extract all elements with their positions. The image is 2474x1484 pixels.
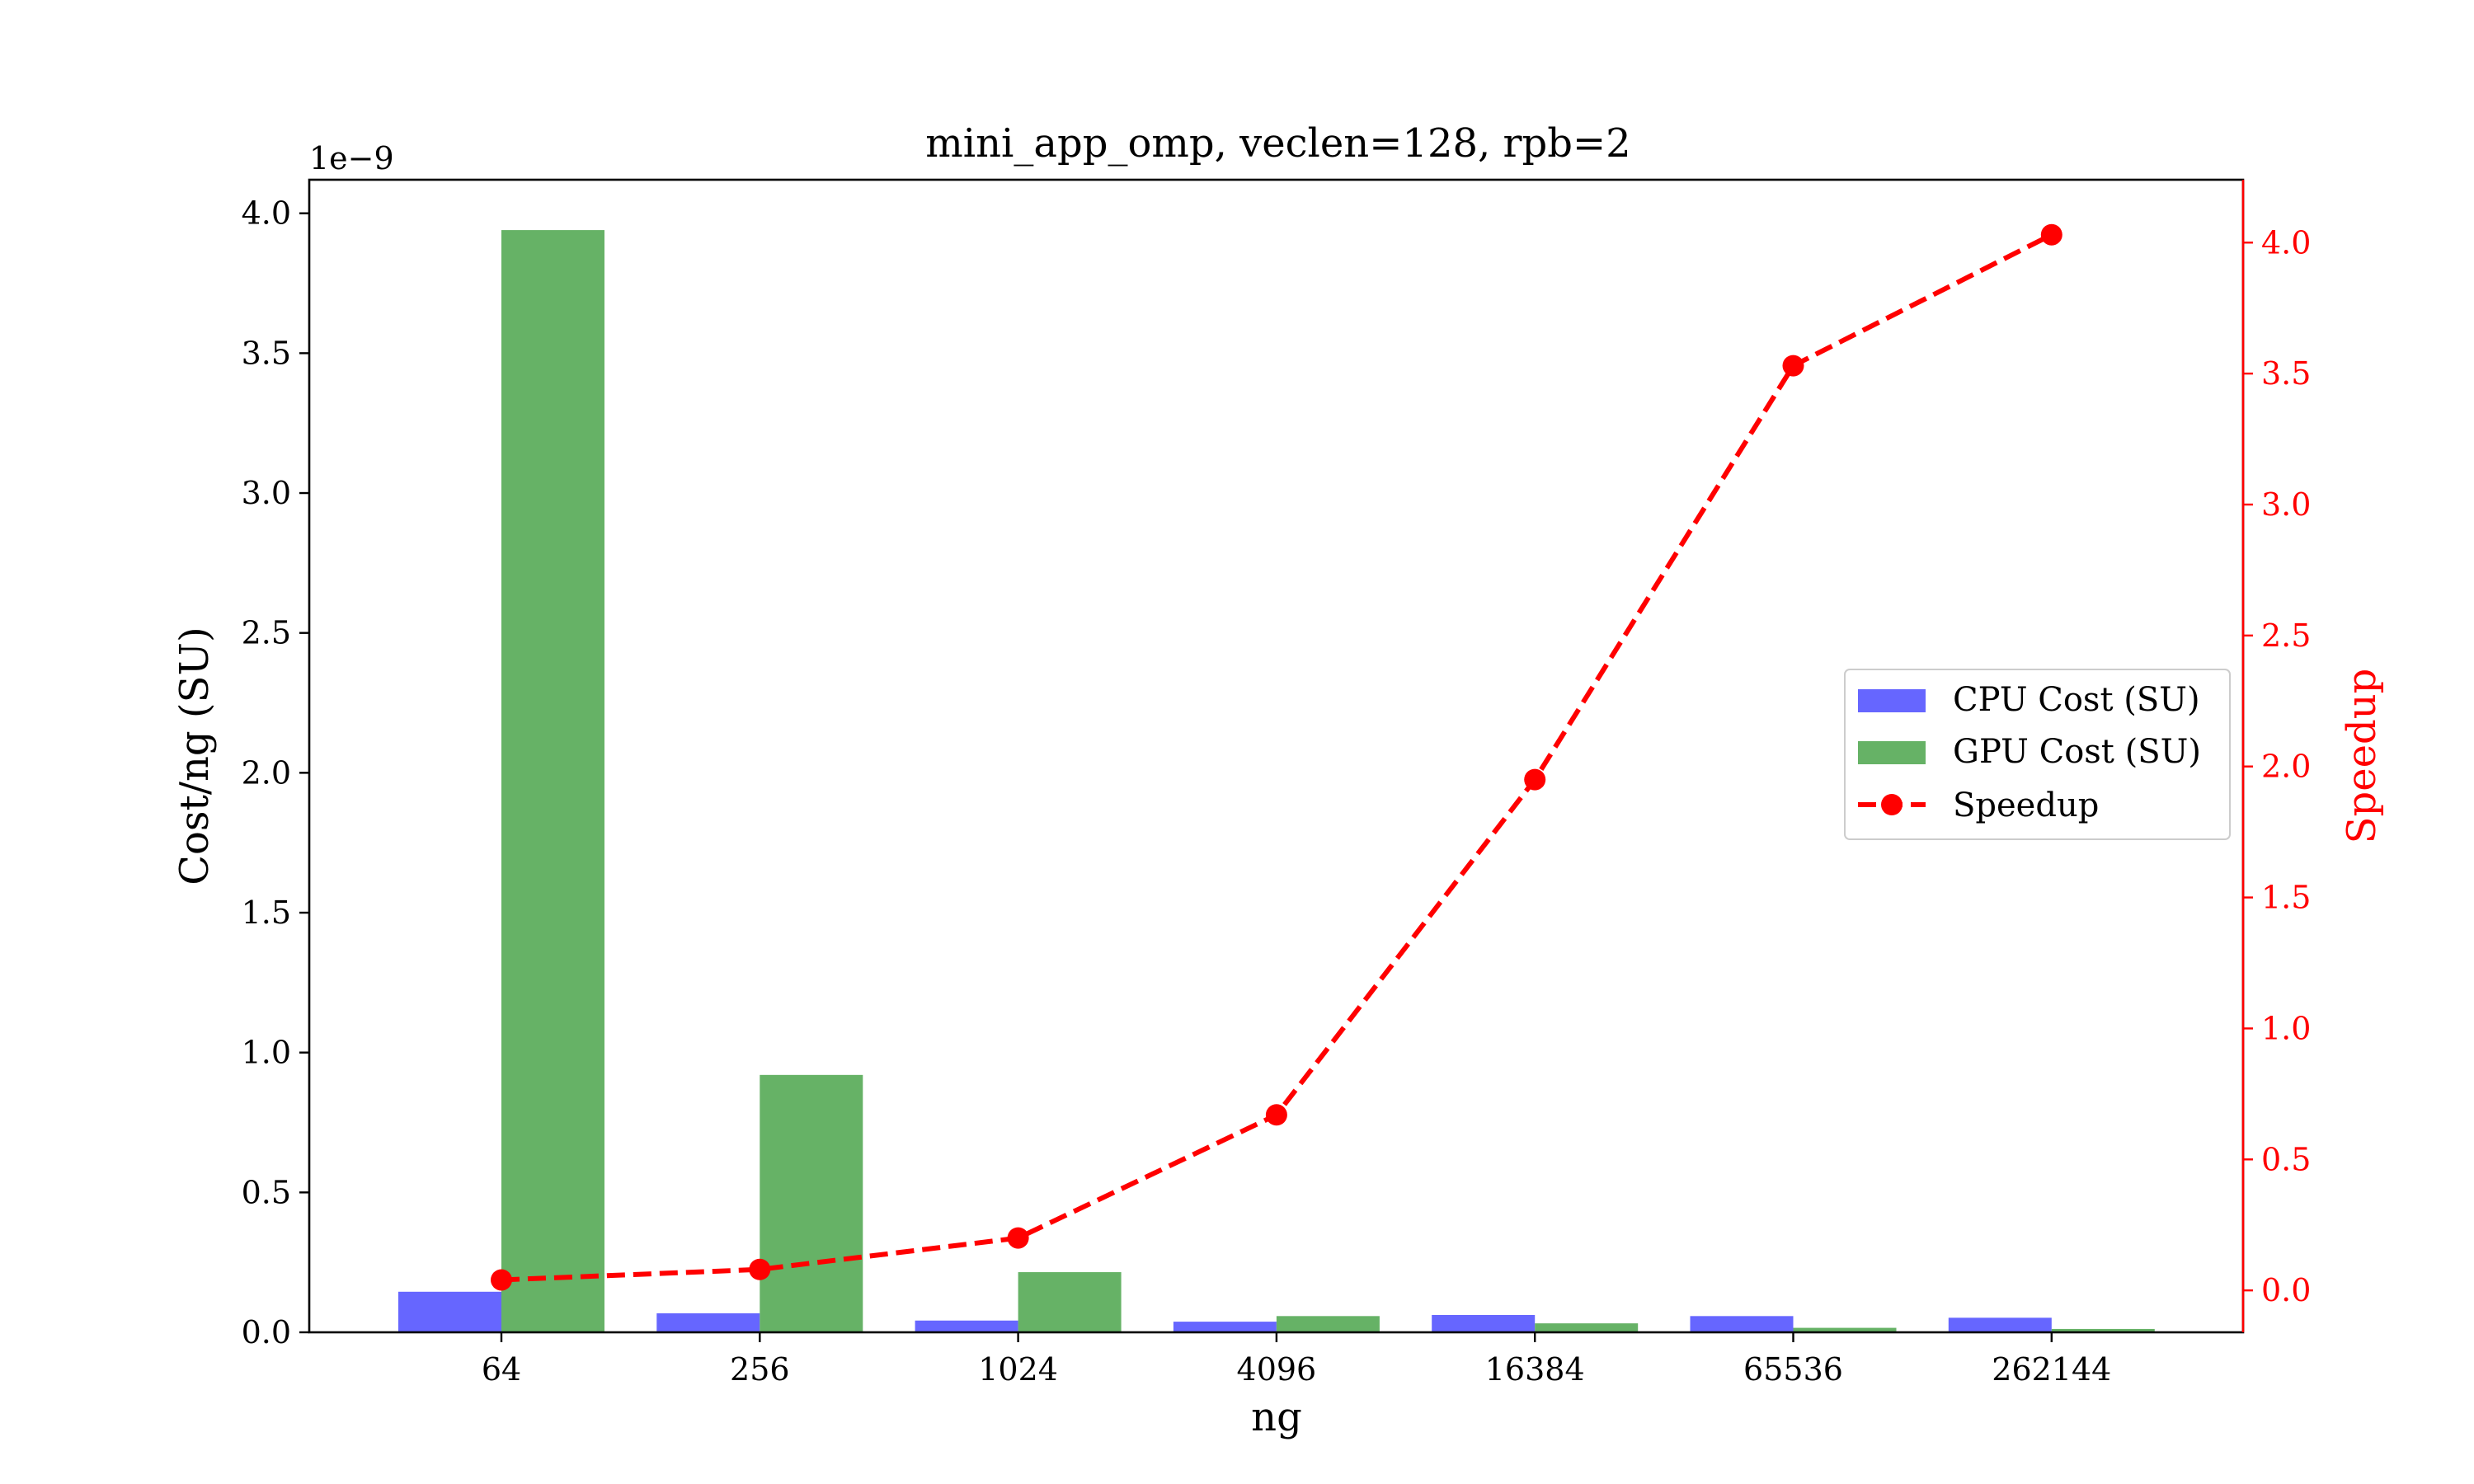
- legend-swatch-gpu: [1858, 741, 1926, 764]
- legend-marker-speedup: [1881, 794, 1903, 815]
- y-tick-label-3.0: 3.0: [242, 475, 291, 511]
- y2-tick-label-0.0: 0.0: [2261, 1272, 2311, 1308]
- y-tick-label-1.0: 1.0: [242, 1035, 291, 1071]
- bar-cpu-64: [398, 1291, 501, 1332]
- x-tick-label-256: 256: [730, 1351, 790, 1388]
- speedup-point-4096: [1265, 1104, 1287, 1126]
- y-tick-label-0.0: 0.0: [242, 1314, 291, 1350]
- bar-gpu-1024: [1018, 1272, 1122, 1332]
- y-tick-label-3.5: 3.5: [242, 335, 291, 371]
- bar-layer: [398, 230, 2155, 1333]
- bar-cpu-1024: [915, 1320, 1018, 1332]
- y2-tick-label-2.0: 2.0: [2261, 749, 2311, 785]
- bar-gpu-262144: [2051, 1328, 2155, 1332]
- bar-gpu-256: [760, 1074, 863, 1332]
- speedup-point-262144: [2040, 223, 2062, 246]
- bar-gpu-4096: [1276, 1316, 1380, 1332]
- y-axis: 0.0 0.5 1.0 1.5 2.0 2.5 3.0 3.5 4.0: [242, 195, 309, 1350]
- y-tick-label-0.5: 0.5: [242, 1174, 291, 1210]
- legend-frame: [1844, 669, 2231, 840]
- speedup-point-256: [749, 1258, 771, 1280]
- legend: CPU Cost (SU) GPU Cost (SU) Speedup: [1844, 669, 2231, 840]
- y2-tick-label-1.5: 1.5: [2261, 880, 2311, 916]
- speedup-line-layer: [491, 223, 2062, 1291]
- bar-cpu-65536: [1690, 1316, 1794, 1332]
- x-tick-label-16384: 16384: [1485, 1351, 1585, 1388]
- speedup-point-64: [491, 1269, 512, 1291]
- y2-tick-label-1.0: 1.0: [2261, 1010, 2311, 1046]
- y-tick-label-1.5: 1.5: [242, 895, 291, 931]
- bar-cpu-262144: [1948, 1317, 2052, 1332]
- legend-label-speedup: Speedup: [1953, 787, 2099, 824]
- speedup-point-16384: [1524, 768, 1546, 791]
- secondary-y-axis-label: Speedup: [2339, 669, 2385, 844]
- x-tick-label-262144: 262144: [1992, 1351, 2111, 1388]
- legend-swatch-cpu: [1858, 689, 1926, 712]
- x-tick-label-64: 64: [482, 1351, 521, 1388]
- y-tick-label-2.5: 2.5: [242, 615, 291, 651]
- x-tick-label-65536: 65536: [1743, 1351, 1843, 1388]
- y2-tick-label-4.0: 4.0: [2261, 224, 2311, 261]
- bar-gpu-65536: [1793, 1327, 1897, 1332]
- y2-tick-label-2.5: 2.5: [2261, 618, 2311, 654]
- y-tick-label-4.0: 4.0: [242, 195, 291, 232]
- y2-tick-label-3.0: 3.0: [2261, 486, 2311, 523]
- legend-label-gpu: GPU Cost (SU): [1953, 733, 2201, 771]
- bar-cpu-256: [656, 1313, 760, 1332]
- bar-gpu-16384: [1535, 1323, 1639, 1332]
- y-axis-offset-text: 1e−9: [309, 140, 394, 176]
- x-tick-label-1024: 1024: [978, 1351, 1058, 1388]
- speedup-point-65536: [1782, 355, 1804, 377]
- y2-tick-label-3.5: 3.5: [2261, 355, 2311, 392]
- legend-label-cpu: CPU Cost (SU): [1953, 681, 2200, 719]
- x-axis-label: ng: [1251, 1394, 1302, 1440]
- chart-title: mini_app_omp, veclen=128, rpb=2: [925, 120, 1630, 167]
- speedup-point-1024: [1007, 1227, 1029, 1249]
- bar-gpu-64: [501, 230, 604, 1333]
- x-axis: 64 256 1024 4096 16384 65536 262144: [482, 1332, 2111, 1388]
- y2-tick-label-0.5: 0.5: [2261, 1141, 2311, 1177]
- x-tick-label-4096: 4096: [1237, 1351, 1317, 1388]
- y-axis-label: Cost/ng (SU): [172, 627, 218, 885]
- bar-cpu-16384: [1432, 1314, 1536, 1332]
- secondary-y-axis: 0.0 0.5 1.0 1.5 2.0 2.5 3.0 3.5 4.0: [2241, 180, 2311, 1332]
- y-tick-label-2.0: 2.0: [242, 754, 291, 791]
- bar-cpu-4096: [1173, 1322, 1277, 1332]
